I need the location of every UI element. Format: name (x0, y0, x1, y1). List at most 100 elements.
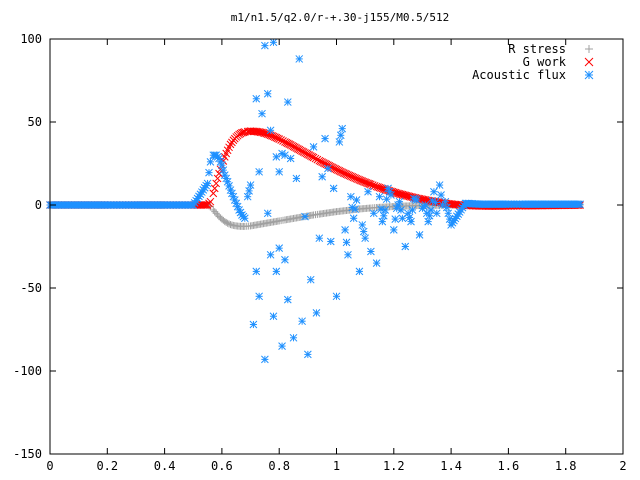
data-point (261, 355, 269, 364)
data-point (395, 197, 404, 206)
data-point (269, 312, 278, 321)
data-point (212, 179, 221, 188)
data-point (224, 219, 232, 227)
data-point (263, 209, 272, 218)
data-point (240, 214, 249, 223)
legend-marker (585, 45, 593, 53)
data-point-interp (391, 215, 400, 223)
data-point (326, 237, 335, 246)
data-point (329, 184, 338, 193)
data-point (430, 187, 438, 196)
data-point-interp (245, 187, 253, 195)
data-point (361, 234, 370, 243)
data-point (275, 135, 284, 143)
data-point (281, 255, 289, 264)
data-point (424, 217, 433, 226)
x-tick-label: 1.6 (498, 459, 520, 473)
data-point (203, 179, 212, 188)
data-point (318, 172, 327, 181)
data-point (289, 333, 298, 342)
data-point (412, 196, 421, 204)
data-point (215, 169, 223, 178)
data-point (381, 206, 390, 214)
data-point-interp (359, 227, 368, 236)
data-point-interp (398, 190, 407, 199)
data-point (378, 217, 387, 226)
data-point (206, 197, 215, 206)
y-tick-label: 50 (28, 115, 42, 129)
data-point (576, 200, 584, 209)
x-tick-label: 0.8 (268, 459, 290, 473)
data-point-interp (225, 220, 233, 228)
y-tick-label: -50 (20, 281, 42, 295)
data-point (261, 41, 269, 50)
data-point-interp (402, 191, 411, 200)
data-point (404, 209, 412, 218)
data-point-interp (259, 129, 268, 137)
data-point (303, 350, 312, 359)
data-point (206, 157, 215, 166)
data-point (441, 197, 450, 206)
data-point (335, 138, 344, 146)
data-point (324, 164, 332, 173)
data-point-interp (200, 201, 209, 209)
data-point-interp (205, 168, 213, 177)
data-point (246, 181, 255, 189)
data-point (209, 189, 218, 198)
data-point (387, 191, 395, 199)
data-point (309, 143, 318, 151)
data-point-interp (342, 238, 351, 247)
data-point (252, 94, 261, 103)
y-tick-label: 100 (20, 32, 42, 46)
data-point-interp (375, 183, 384, 192)
data-point (395, 190, 404, 198)
data-point (398, 214, 407, 223)
data-point (407, 217, 415, 226)
y-tick-label: 0 (35, 198, 42, 212)
data-point (321, 134, 329, 143)
data-point (263, 89, 272, 98)
data-point (435, 181, 444, 189)
data-point-interp (425, 211, 434, 220)
data-point-interp (442, 203, 451, 212)
plot-area (46, 38, 584, 364)
y-tick-label: -100 (13, 364, 42, 378)
data-point-interp (262, 129, 271, 138)
data-point-interp (261, 129, 269, 138)
data-point (432, 209, 441, 218)
data-point-interp (405, 213, 414, 222)
data-point (301, 212, 309, 221)
data-point-interp (379, 211, 388, 220)
data-point (283, 295, 292, 304)
data-point-interp (397, 190, 405, 199)
x-tick-label: 1.4 (440, 459, 462, 473)
data-point (367, 247, 375, 256)
data-point (212, 209, 220, 217)
data-point (218, 161, 226, 170)
data-point (275, 244, 284, 253)
data-point-interp (219, 166, 228, 174)
data-point (332, 292, 341, 301)
y-tick-label: -150 (13, 447, 42, 461)
data-point-interp (196, 190, 205, 199)
data-point-interp (377, 184, 385, 192)
x-tick-label: 0.2 (96, 459, 118, 473)
legend-label: Acoustic flux (472, 68, 566, 82)
data-point (369, 209, 378, 218)
data-point (361, 178, 370, 187)
data-point-interp (210, 184, 219, 193)
data-point (243, 192, 252, 201)
data-point (389, 226, 398, 234)
data-point (338, 124, 347, 133)
data-point (266, 250, 275, 259)
data-point (312, 309, 321, 317)
data-point (352, 196, 361, 204)
data-point (272, 267, 281, 276)
data-point-interp (256, 128, 265, 137)
axis-ticks: 0 0.2 0.4 0.6 0.8 1 1.2 1.4 1.6 1.8 2 100 50 0 -50 -100… (13, 32, 627, 473)
legend-marker (584, 57, 594, 67)
data-point (266, 126, 275, 135)
data-point (378, 184, 387, 193)
data-point (295, 55, 304, 63)
